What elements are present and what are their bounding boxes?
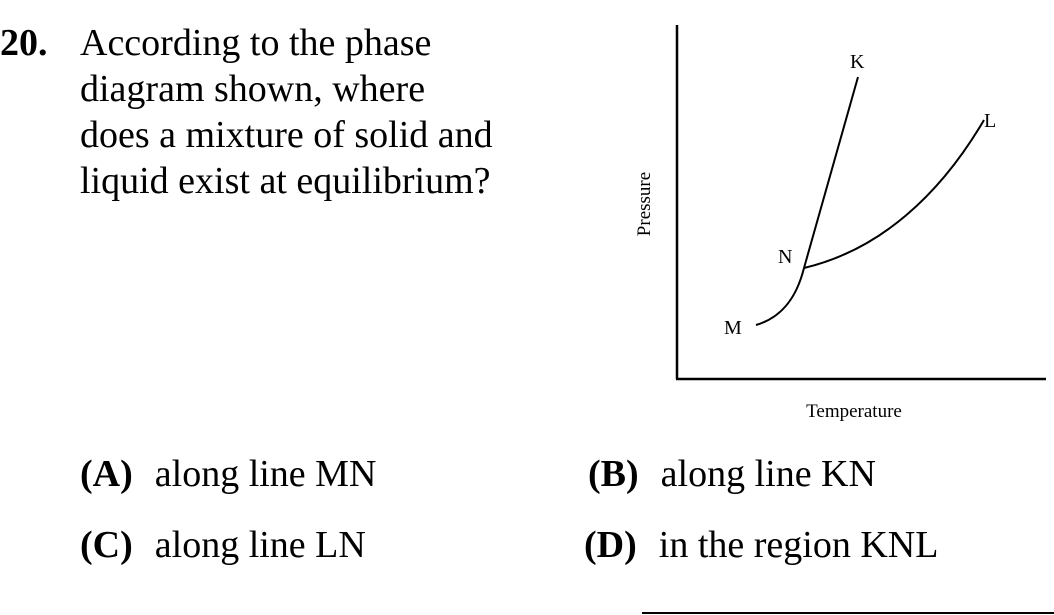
choice-d-letter: (D)	[584, 524, 637, 566]
question-number: 20.	[0, 22, 48, 64]
answer-line	[642, 612, 1054, 614]
choice-c-letter: (C)	[80, 524, 133, 566]
point-label-m: M	[724, 317, 742, 339]
question-text: According to the phase diagram shown, wh…	[80, 22, 493, 202]
choice-d[interactable]: (D) in the region KNL	[584, 522, 938, 568]
choice-a-letter: (A)	[80, 453, 133, 495]
choice-b[interactable]: (B) along line KN	[588, 451, 876, 497]
curve-nl	[803, 119, 985, 269]
choice-a[interactable]: (A) along line MN	[80, 451, 376, 497]
line-nk	[803, 76, 859, 269]
choice-c[interactable]: (C) along line LN	[80, 522, 366, 568]
point-label-l: L	[984, 110, 996, 132]
y-axis-label: Pressure	[634, 172, 655, 236]
choice-a-text: along line MN	[154, 453, 377, 495]
x-axis-label: Temperature	[806, 401, 902, 422]
point-label-n: N	[778, 246, 792, 268]
choice-b-letter: (B)	[588, 453, 639, 495]
choice-c-text: along line LN	[154, 524, 366, 566]
choice-d-text: in the region KNL	[658, 524, 939, 566]
phase-diagram: K L N M Pressure Temperature	[634, 25, 1046, 422]
point-label-k: K	[850, 51, 865, 73]
curve-mn	[755, 267, 805, 326]
choice-b-text: along line KN	[660, 453, 876, 495]
